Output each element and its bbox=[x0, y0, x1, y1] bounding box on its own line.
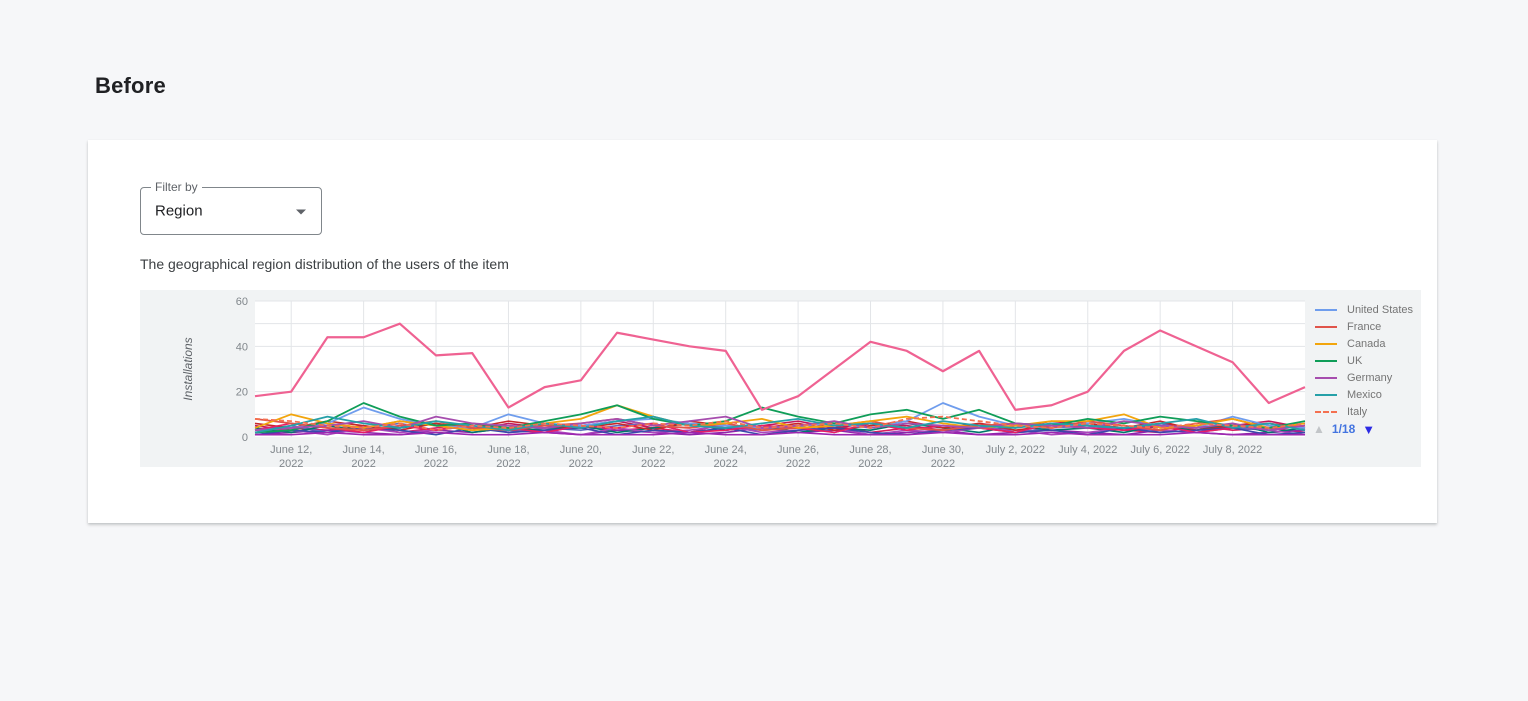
legend-item-label: Canada bbox=[1347, 337, 1386, 350]
svg-text:40: 40 bbox=[236, 341, 248, 353]
svg-text:June 22,: June 22, bbox=[632, 444, 674, 456]
legend-line-swatch-icon bbox=[1315, 410, 1337, 413]
legend-item-label: United States bbox=[1347, 303, 1414, 316]
svg-text:July 6, 2022: July 6, 2022 bbox=[1131, 444, 1190, 456]
svg-text:0: 0 bbox=[242, 432, 248, 444]
svg-text:2022: 2022 bbox=[931, 458, 955, 467]
svg-text:June 28,: June 28, bbox=[849, 444, 891, 456]
chart-legend: United States France Canada UK Germany Mexico… bbox=[1315, 301, 1413, 420]
legend-page-indicator: 1/18 bbox=[1331, 422, 1356, 436]
svg-text:June 26,: June 26, bbox=[777, 444, 819, 456]
page-title: Before bbox=[95, 73, 166, 98]
svg-text:2022: 2022 bbox=[858, 458, 882, 467]
legend-page-down-icon[interactable]: ▼ bbox=[1362, 421, 1376, 437]
region-line-chart: 0 20 40 60 June 12, 2022 June 14, 2022 June 16, 2… bbox=[181, 296, 1306, 467]
svg-text:July 8, 2022: July 8, 2022 bbox=[1203, 444, 1262, 456]
legend-item-france[interactable]: France bbox=[1315, 318, 1413, 335]
legend-item-label: UK bbox=[1347, 354, 1363, 367]
legend-item-canada[interactable]: Canada bbox=[1315, 335, 1413, 352]
svg-text:Installations: Installations bbox=[181, 337, 195, 400]
caret-down-icon bbox=[296, 209, 306, 215]
legend-line-swatch-icon bbox=[1315, 376, 1337, 379]
region-chart-panel: 0 20 40 60 June 12, 2022 June 14, 2022 June 16, 2… bbox=[140, 290, 1421, 467]
legend-item-uk[interactable]: UK bbox=[1315, 352, 1413, 369]
legend-line-swatch-icon bbox=[1315, 393, 1337, 396]
svg-text:June 18,: June 18, bbox=[487, 444, 529, 456]
legend-item-mexico[interactable]: Mexico bbox=[1315, 386, 1413, 403]
legend-item-label: Germany bbox=[1347, 371, 1393, 384]
legend-page-up-icon[interactable]: ▲ bbox=[1313, 422, 1325, 436]
legend-item-label: Mexico bbox=[1347, 388, 1382, 401]
legend-item-germany[interactable]: Germany bbox=[1315, 369, 1413, 386]
svg-text:June 14,: June 14, bbox=[343, 444, 385, 456]
svg-text:June 20,: June 20, bbox=[560, 444, 602, 456]
legend-line-swatch-icon bbox=[1315, 359, 1337, 362]
legend-item-italy[interactable]: Italy bbox=[1315, 403, 1413, 420]
svg-text:20: 20 bbox=[236, 387, 248, 399]
svg-text:2022: 2022 bbox=[569, 458, 593, 467]
legend-item-label: Italy bbox=[1347, 405, 1368, 418]
report-card: Filter by Region The geographical region… bbox=[88, 140, 1437, 523]
svg-text:2022: 2022 bbox=[279, 458, 303, 467]
legend-line-swatch-icon bbox=[1315, 325, 1337, 328]
filter-select-value: Region bbox=[155, 202, 203, 220]
svg-text:60: 60 bbox=[236, 296, 248, 308]
chart-description: The geographical region distribution of … bbox=[140, 256, 509, 272]
svg-text:July 4, 2022: July 4, 2022 bbox=[1058, 444, 1117, 456]
svg-text:2022: 2022 bbox=[641, 458, 665, 467]
svg-text:June 30,: June 30, bbox=[922, 444, 964, 456]
svg-text:June 16,: June 16, bbox=[415, 444, 457, 456]
svg-text:2022: 2022 bbox=[713, 458, 737, 467]
svg-text:July 2, 2022: July 2, 2022 bbox=[986, 444, 1045, 456]
svg-text:2022: 2022 bbox=[351, 458, 375, 467]
legend-item-label: France bbox=[1347, 320, 1382, 333]
legend-item-united-states[interactable]: United States bbox=[1315, 301, 1413, 318]
legend-pager: ▲ 1/18 ▼ bbox=[1313, 422, 1375, 436]
svg-text:2022: 2022 bbox=[496, 458, 520, 467]
legend-line-swatch-icon bbox=[1315, 308, 1337, 311]
filter-by-select[interactable]: Filter by Region bbox=[140, 180, 322, 235]
svg-text:2022: 2022 bbox=[424, 458, 448, 467]
svg-text:June 24,: June 24, bbox=[705, 444, 747, 456]
svg-text:2022: 2022 bbox=[786, 458, 810, 467]
svg-text:June 12,: June 12, bbox=[270, 444, 312, 456]
legend-line-swatch-icon bbox=[1315, 342, 1337, 345]
filter-select-label: Filter by bbox=[151, 180, 202, 194]
